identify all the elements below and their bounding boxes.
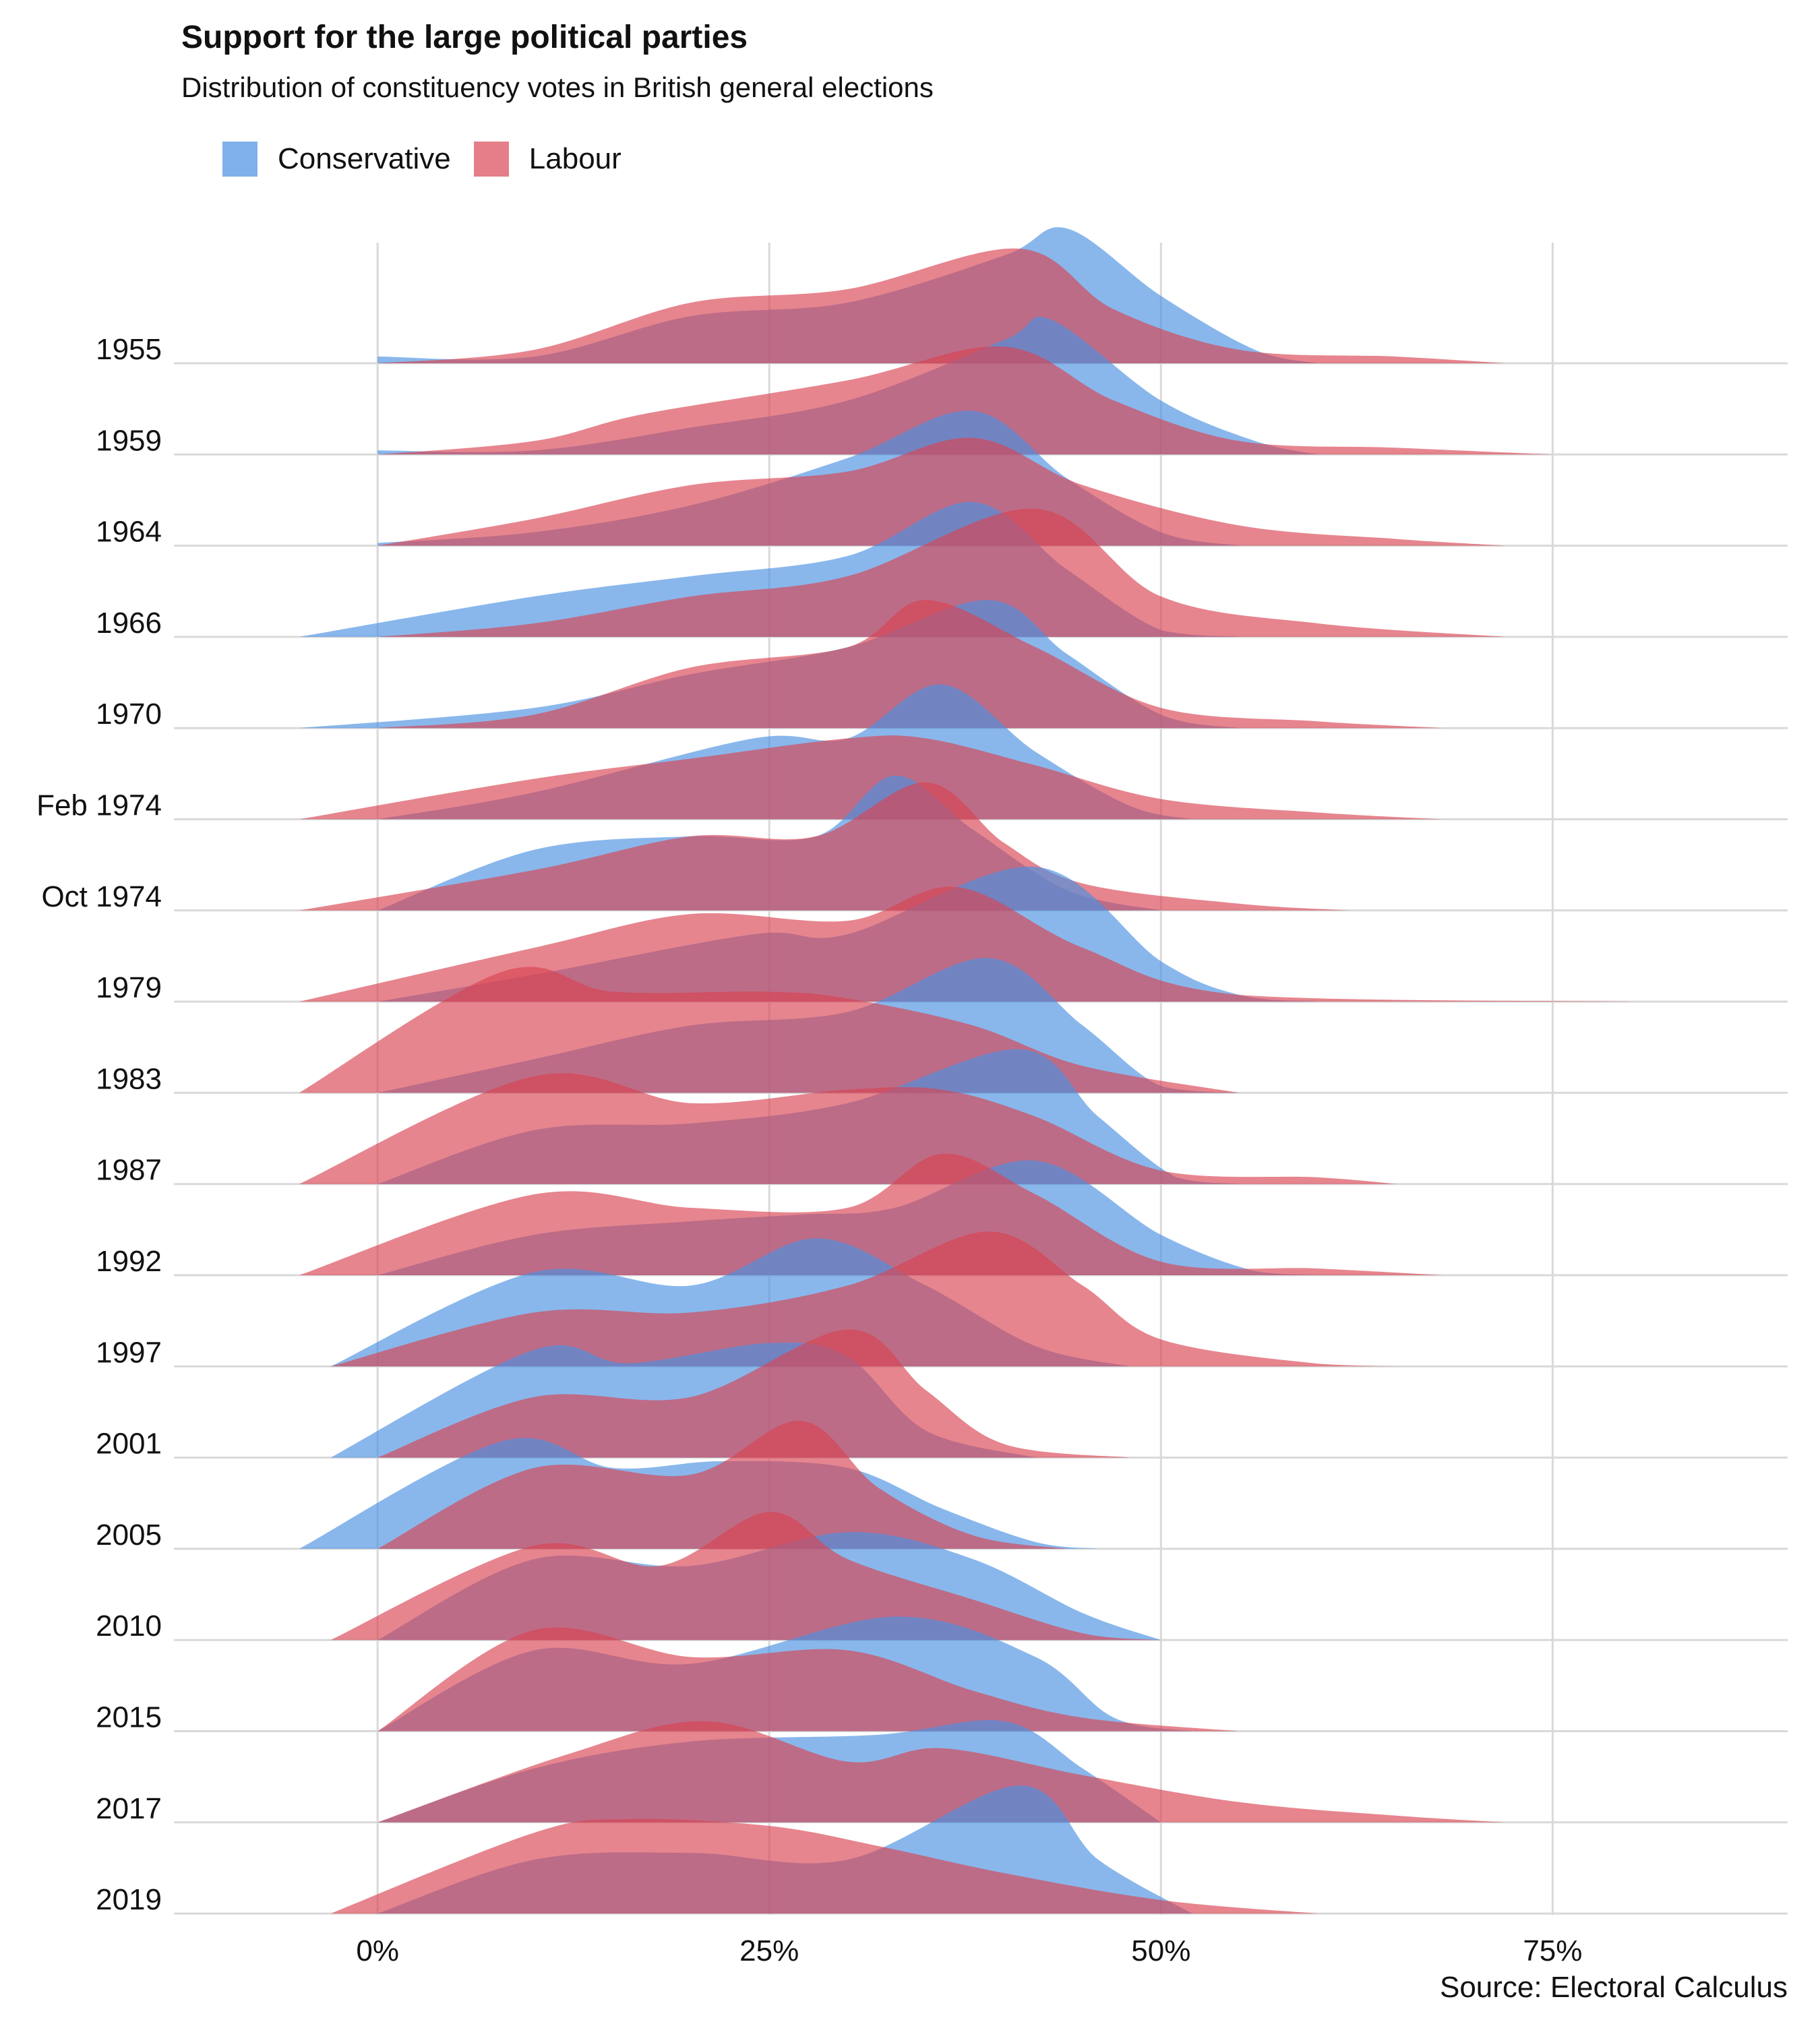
legend-label-conservative: Conservative [278, 142, 451, 175]
ridge-labour [174, 1073, 1788, 1184]
y-tick-label: 2017 [96, 1792, 162, 1825]
ridge-labour [174, 1231, 1788, 1367]
y-tick-label: 2019 [96, 1883, 162, 1916]
x-tick-label: 75% [1523, 1934, 1582, 1967]
legend-swatch-conservative [222, 142, 257, 177]
legend-item-labour: Labour [473, 142, 621, 177]
ridge-labour [174, 346, 1788, 455]
legend-swatch-labour [473, 142, 509, 177]
ridge-labour [174, 1627, 1788, 1732]
ridge-labour [174, 782, 1788, 911]
y-tick-label: Oct 1974 [41, 880, 162, 913]
ridge-labour [174, 1153, 1788, 1275]
y-tick-label: 2005 [96, 1519, 162, 1552]
ridge-labour [174, 248, 1788, 363]
legend: Conservative Labour [222, 142, 644, 177]
y-tick-label: 1997 [96, 1336, 162, 1369]
y-tick-label: 1992 [96, 1245, 162, 1278]
y-tick-label: 1970 [96, 698, 162, 731]
y-tick-label: 1983 [96, 1062, 162, 1095]
ridge-labour [174, 886, 1788, 1002]
ridge-labour [174, 437, 1788, 546]
ridge-labour [174, 1818, 1788, 1914]
ridge-labour [174, 600, 1788, 729]
y-tick-label: 1964 [96, 516, 162, 549]
y-tick-label: Feb 1974 [36, 789, 162, 822]
x-tick-label: 25% [739, 1934, 799, 1967]
ridge-labour [174, 735, 1788, 820]
ridge-labour [174, 1721, 1788, 1822]
legend-label-labour: Labour [528, 142, 621, 175]
chart-title: Support for the large political parties [181, 20, 748, 55]
y-tick-label: 1955 [96, 333, 162, 366]
y-tick-label: 2001 [96, 1428, 162, 1461]
x-tick-label: 0% [356, 1934, 399, 1967]
y-tick-label: 1966 [96, 607, 162, 640]
ridge-labour [174, 1420, 1788, 1549]
y-tick-label: 1979 [96, 971, 162, 1004]
ridge-labour [174, 1329, 1788, 1458]
chart-subtitle: Distribution of constituency votes in Br… [181, 71, 934, 103]
y-tick-label: 2010 [96, 1610, 162, 1643]
chart-source: Source: Electoral Calculus [1439, 1971, 1788, 2004]
y-tick-label: 1959 [96, 424, 162, 457]
y-tick-label: 1987 [96, 1154, 162, 1187]
x-tick-label: 50% [1131, 1934, 1190, 1967]
ridge-labour [174, 1512, 1788, 1641]
ridge-labour [174, 967, 1788, 1093]
legend-item-conservative: Conservative [222, 142, 451, 177]
ridge-labour [174, 508, 1788, 637]
y-tick-label: 2015 [96, 1701, 162, 1734]
